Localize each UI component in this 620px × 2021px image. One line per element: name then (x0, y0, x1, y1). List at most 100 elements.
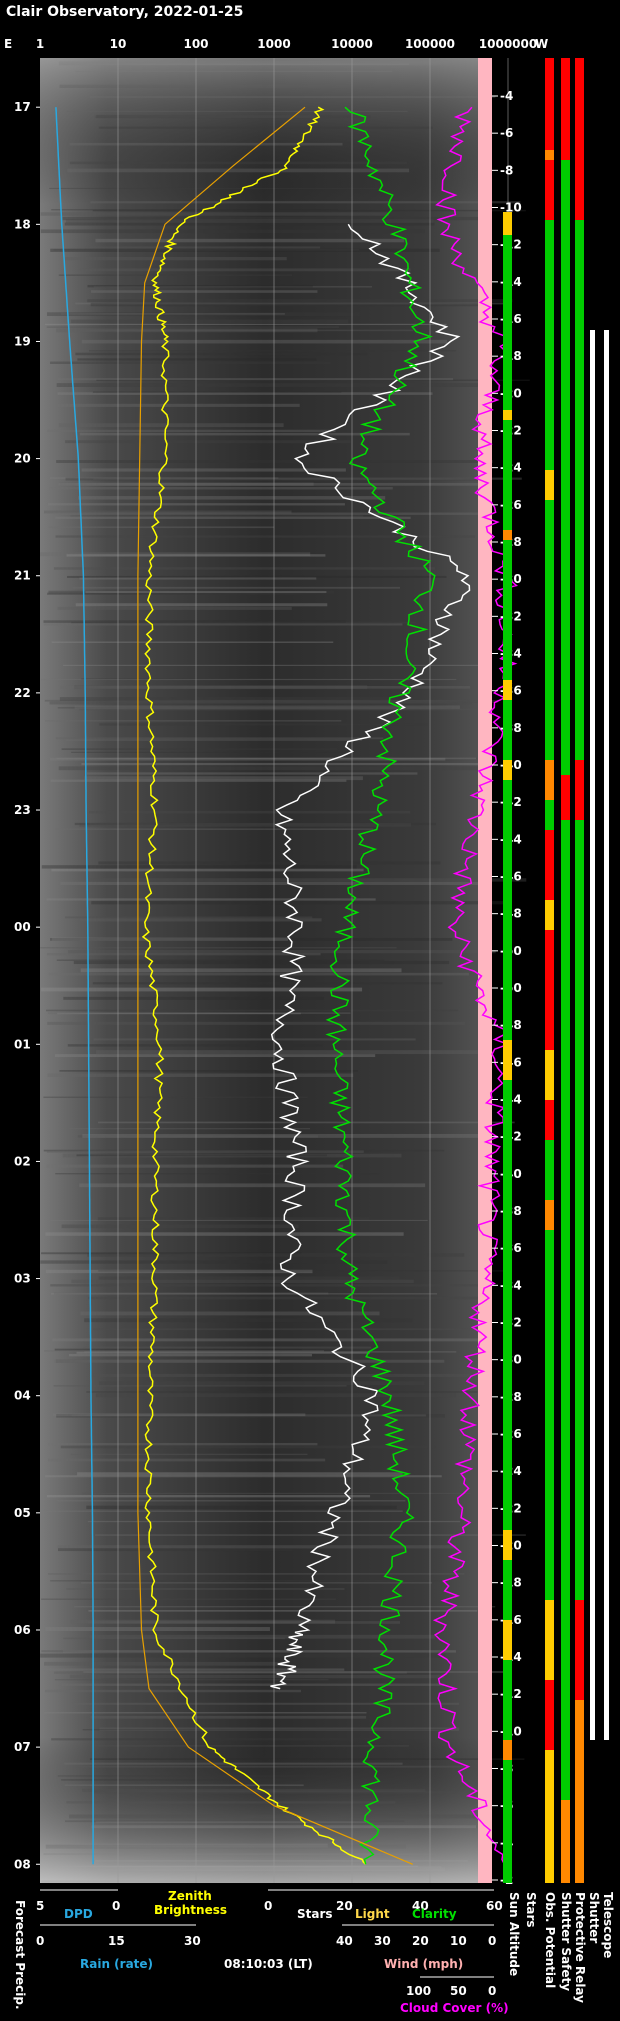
stars-column (503, 212, 512, 235)
stars-column (503, 1740, 512, 1760)
top-tick-1000000: 1000000 (479, 37, 537, 51)
shutter-safety-column (561, 58, 570, 1883)
sky-image (40, 58, 530, 1884)
obs-potential-column (545, 1600, 554, 1680)
wind-tick-10: 10 (450, 1934, 467, 1948)
shutter-safety-column (561, 1800, 570, 1883)
sun-altitude-tick: -4 (500, 89, 513, 103)
shutter-column (590, 330, 595, 1740)
right-column-labels: Sun Altitude Stars Obs. Potential Shutter S… (507, 1892, 615, 2003)
clarity-label: Clarity (412, 1907, 457, 1921)
column-label-5: Shutter (587, 1892, 601, 1943)
protective-relay-column (575, 760, 584, 820)
shutter-safety-column (561, 58, 570, 160)
column-label-3: Shutter Safety (559, 1892, 573, 1991)
wind-tick-30: 30 (374, 1934, 391, 1948)
shutter-safety-column (561, 775, 570, 820)
top-tick-10: 10 (110, 37, 127, 51)
obs-potential-column (545, 150, 554, 160)
time-tick-18: 18 (14, 217, 31, 231)
time-tick-02: 02 (14, 1154, 31, 1168)
compass-west: W (535, 37, 548, 51)
obs-potential-column (545, 1750, 554, 1883)
stars-column (503, 530, 512, 540)
column-label-4: Protective Relay (573, 1892, 587, 2003)
time-tick-21: 21 (14, 569, 31, 583)
stars-tick-20: 20 (336, 1899, 353, 1913)
top-tick-1: 1 (36, 37, 44, 51)
column-label-1: Stars (524, 1892, 538, 1928)
stars-label: Stars (297, 1907, 333, 1921)
top-tick-100000: 100000 (405, 37, 455, 51)
time-tick-04: 04 (14, 1389, 31, 1403)
stars-tick-60: 60 (486, 1899, 503, 1913)
time-tick-03: 03 (14, 1272, 31, 1286)
top-tick-100: 100 (183, 37, 208, 51)
time-tick-07: 07 (14, 1740, 31, 1754)
time-tick-00: 00 (14, 920, 31, 934)
series-stars (270, 223, 471, 1690)
protective-relay-column (575, 58, 584, 1883)
time-tick-20: 20 (14, 452, 31, 466)
stars-column (503, 410, 512, 420)
cloud-label: Cloud Cover (%) (400, 2001, 509, 2015)
obs-potential-column (545, 1050, 554, 1100)
wind-tick-0: 0 (488, 1934, 496, 1948)
sun-altitude-tick: -6 (500, 126, 513, 140)
stars-tick-0: 0 (264, 1899, 272, 1913)
time-tick-06: 06 (14, 1623, 31, 1637)
time-tick-01: 01 (14, 1037, 31, 1051)
zenith-label-2: Brightness (154, 1903, 227, 1917)
time-tick-22: 22 (14, 686, 31, 700)
dpd-tick-5: 5 (36, 1899, 44, 1913)
obs-potential-column (545, 900, 554, 930)
obs-potential-column (545, 760, 554, 800)
rain-tick-0: 0 (36, 1934, 44, 1948)
sun-altitude-tick: -10 (500, 201, 522, 215)
bottom-legend: 5 0 DPD Zenith Brightness 0 20 40 60 Sta… (13, 1889, 509, 2015)
top-axis-ticks: 1 10 100 1000 10000 100000 1000000 (36, 37, 537, 51)
series-clarity (325, 106, 436, 1865)
telescope-column (604, 330, 609, 1740)
timestamp: 08:10:03 (LT) (224, 1957, 313, 1971)
column-label-2: Obs. Potential (543, 1892, 557, 1988)
time-tick-19: 19 (14, 334, 31, 348)
time-tick-17: 17 (14, 100, 31, 114)
obs-potential-column (545, 830, 554, 1140)
sun-altitude-tick: -8 (500, 163, 513, 177)
top-tick-1000: 1000 (257, 37, 290, 51)
forecast-label: Forecast Precip. (13, 1900, 27, 2010)
chart-title: Clair Observatory, 2022-01-25 (6, 4, 243, 20)
wind-label: Wind (mph) (384, 1957, 463, 1971)
time-tick-05: 05 (14, 1506, 31, 1520)
column-label-6: Telescope (601, 1892, 615, 1958)
stars-tick-40: 40 (412, 1899, 429, 1913)
obs-potential-column (545, 1680, 554, 1750)
stars-column (503, 1530, 512, 1560)
series-zenith-brightness (141, 106, 367, 1865)
time-tick-08: 08 (14, 1857, 31, 1871)
dpd-label: DPD (64, 1907, 93, 1921)
cloud-tick-0: 0 (488, 1984, 496, 1998)
light-label: Light (355, 1907, 390, 1921)
rain-tick-30: 30 (184, 1934, 201, 1948)
cloud-tick-50: 50 (450, 1984, 467, 1998)
zenith-label-1: Zenith (168, 1889, 212, 1903)
wind-tick-40: 40 (336, 1934, 353, 1948)
protective-relay-column (575, 58, 584, 220)
cloud-tick-100: 100 (406, 1984, 431, 1998)
rain-label: Rain (rate) (80, 1957, 153, 1971)
obs-potential-column (545, 58, 554, 220)
top-tick-10000: 10000 (331, 37, 373, 51)
series-dpd (55, 107, 94, 1865)
stars-column (503, 680, 512, 700)
stars-column (503, 760, 512, 780)
time-axis-ticks: 17 18 19 20 21 22 23 00 01 02 03 04 05 06 07 08 (14, 100, 40, 1871)
stars-column (503, 1040, 512, 1080)
column-label-0: Sun Altitude (507, 1892, 521, 1976)
wind-tick-20: 20 (412, 1934, 429, 1948)
compass-east: E (4, 37, 12, 51)
stars-column (503, 1620, 512, 1660)
obs-potential-column (545, 470, 554, 500)
